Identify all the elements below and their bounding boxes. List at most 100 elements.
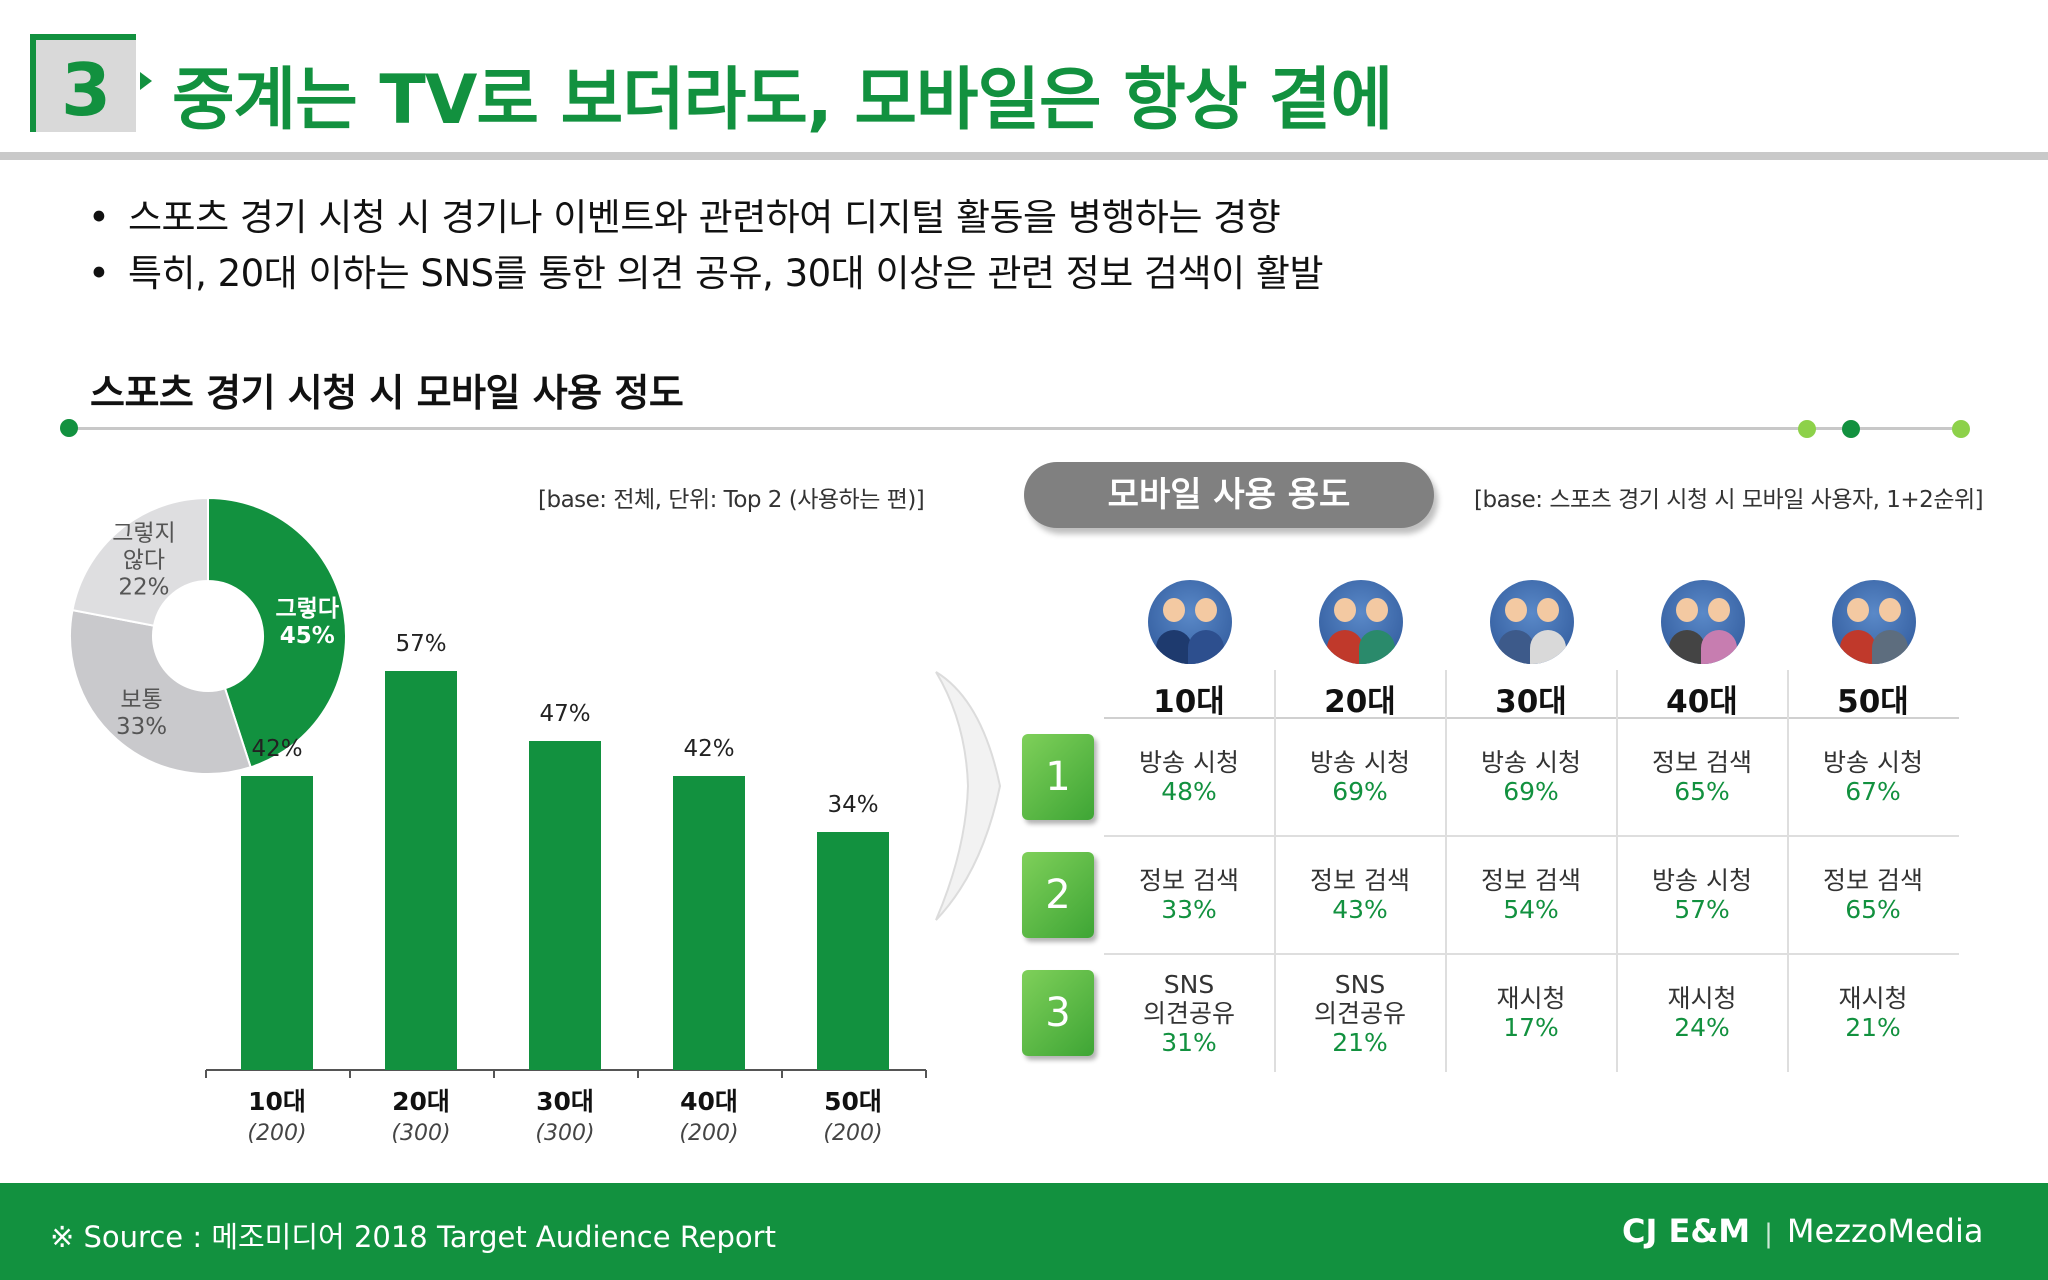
bar-category-label: 20대 (392, 1087, 450, 1116)
brand-logo: CJ E&M | MezzoMedia (1622, 1212, 1983, 1250)
person-body (1529, 630, 1566, 664)
cell-usage-label: 재시청 (1496, 984, 1566, 1013)
bar-sample-size: (300) (535, 1121, 594, 1146)
chevron-arrow-icon (935, 671, 1002, 921)
person-head (1878, 598, 1901, 622)
cell-usage-label: 방송 시청 (1823, 748, 1923, 777)
cell-usage-label: 방송 시청 (1652, 866, 1752, 895)
person-head (1365, 598, 1388, 622)
table-cell: 재시청 24% (1617, 984, 1787, 1042)
cell-usage-label: 의견공유 (1142, 998, 1235, 1028)
pie-slice-label: 않다 (123, 548, 165, 574)
person-head (1707, 598, 1730, 622)
bullet-item: 스포츠 경기 시청 시 경기나 이벤트와 관련하여 디지털 활동을 병행하는 경… (88, 190, 1323, 246)
bar-value-label: 42% (251, 736, 302, 762)
person-body (1155, 630, 1192, 664)
cell-usage-label: 방송 시청 (1139, 748, 1239, 777)
table-cell: 정보 검색 65% (1617, 748, 1787, 806)
bullet-list: 스포츠 경기 시청 시 경기나 이벤트와 관련하여 디지털 활동을 병행하는 경… (88, 190, 1324, 302)
cell-percentage: 69% (1503, 777, 1559, 806)
table-cell: 방송 시청 48% (1104, 748, 1274, 806)
mobile-usage-pill: 모바일 사용 용도 (1024, 462, 1434, 528)
person-head (1162, 598, 1185, 622)
table-cell: 방송 시청 69% (1446, 748, 1616, 806)
group-40s-icon (1660, 580, 1745, 664)
cell-usage-label: SNS (1163, 969, 1215, 999)
rank-badge: 1 (1022, 734, 1094, 820)
cell-percentage: 48% (1161, 777, 1217, 806)
person-body (1187, 630, 1224, 664)
cell-percentage: 67% (1845, 777, 1901, 806)
group-10s-icon (1147, 580, 1232, 664)
bar-sample-size: (200) (679, 1121, 738, 1146)
person-head (1194, 598, 1217, 622)
pie-slice-label: 33% (116, 714, 167, 740)
person-head (1504, 598, 1527, 622)
section-number-box: 3 (30, 34, 136, 132)
cell-percentage: 21% (1332, 1027, 1388, 1057)
bar-sample-size: (200) (247, 1121, 306, 1146)
cell-usage-label: 정보 검색 (1481, 866, 1581, 895)
bar (529, 741, 601, 1070)
column-header: 40대 (1666, 684, 1738, 720)
cell-usage-label: 재시청 (1838, 984, 1908, 1013)
pie-slice-label: 45% (280, 623, 335, 649)
group-50s-icon (1831, 580, 1916, 664)
left-base-note: [base: 전체, 단위: Top 2 (사용하는 편)] (538, 487, 925, 513)
table-cell: 재시청 17% (1446, 984, 1616, 1042)
bar (673, 776, 745, 1070)
cell-percentage: 57% (1674, 895, 1730, 924)
cell-percentage: 65% (1674, 777, 1730, 806)
bullet-item: 특히, 20대 이하는 SNS를 통한 의견 공유, 30대 이상은 관련 정보… (88, 246, 1324, 302)
table-cell: SNS 의견공유 21% (1275, 970, 1445, 1057)
table-cell: 정보 검색 33% (1104, 866, 1274, 924)
person-body (1700, 630, 1737, 664)
cell-usage-label: 방송 시청 (1310, 748, 1410, 777)
bar-sample-size: (200) (823, 1121, 882, 1146)
bar-sample-size: (300) (391, 1121, 450, 1146)
pie-slice (71, 496, 209, 627)
right-base-note: [base: 스포츠 경기 시청 시 모바일 사용자, 1+2순위] (1474, 487, 1984, 513)
bar (385, 671, 457, 1070)
cj-logo-text: CJ E&M (1622, 1212, 1751, 1250)
column-header: 50대 (1837, 684, 1909, 720)
cell-percentage: 54% (1503, 895, 1559, 924)
bar (241, 776, 313, 1070)
pie-slice-label: 22% (118, 575, 169, 601)
logo-separator: | (1764, 1219, 1773, 1249)
section-number: 3 (60, 48, 112, 132)
bar-value-label: 34% (827, 792, 878, 818)
person-head (1846, 598, 1869, 622)
person-body (1871, 630, 1908, 664)
person-head (1675, 598, 1698, 622)
pie-slice-label: 보통 (120, 687, 162, 713)
group-30s-icon (1489, 580, 1574, 664)
cell-percentage: 17% (1503, 1013, 1559, 1042)
table-cell: 방송 시청 57% (1617, 866, 1787, 924)
cell-percentage: 69% (1332, 777, 1388, 806)
table-cell: 정보 검색 65% (1788, 866, 1958, 924)
pie-slice-label: 그렇다 (276, 596, 339, 622)
bar-category-label: 10대 (248, 1087, 306, 1116)
bar-category-label: 50대 (824, 1087, 882, 1116)
table-cell: 정보 검색 43% (1275, 866, 1445, 924)
cell-usage-label: 정보 검색 (1823, 866, 1923, 895)
column-header: 20대 (1324, 684, 1396, 720)
person-head (1333, 598, 1356, 622)
cell-percentage: 21% (1845, 1013, 1901, 1042)
pie-slice (207, 496, 347, 769)
table-cell: SNS 의견공유 31% (1104, 970, 1274, 1057)
cell-percentage: 24% (1674, 1013, 1730, 1042)
person-body (1839, 630, 1876, 664)
cell-percentage: 43% (1332, 895, 1388, 924)
divider-dot-icon (60, 419, 78, 437)
cell-usage-label: 의견공유 (1313, 998, 1406, 1028)
title-arrow-icon (140, 72, 152, 90)
cell-usage-label: 정보 검색 (1139, 866, 1239, 895)
cell-percentage: 33% (1161, 895, 1217, 924)
cell-percentage: 31% (1161, 1027, 1217, 1057)
section-divider (68, 427, 1963, 430)
table-cell: 방송 시청 67% (1788, 748, 1958, 806)
